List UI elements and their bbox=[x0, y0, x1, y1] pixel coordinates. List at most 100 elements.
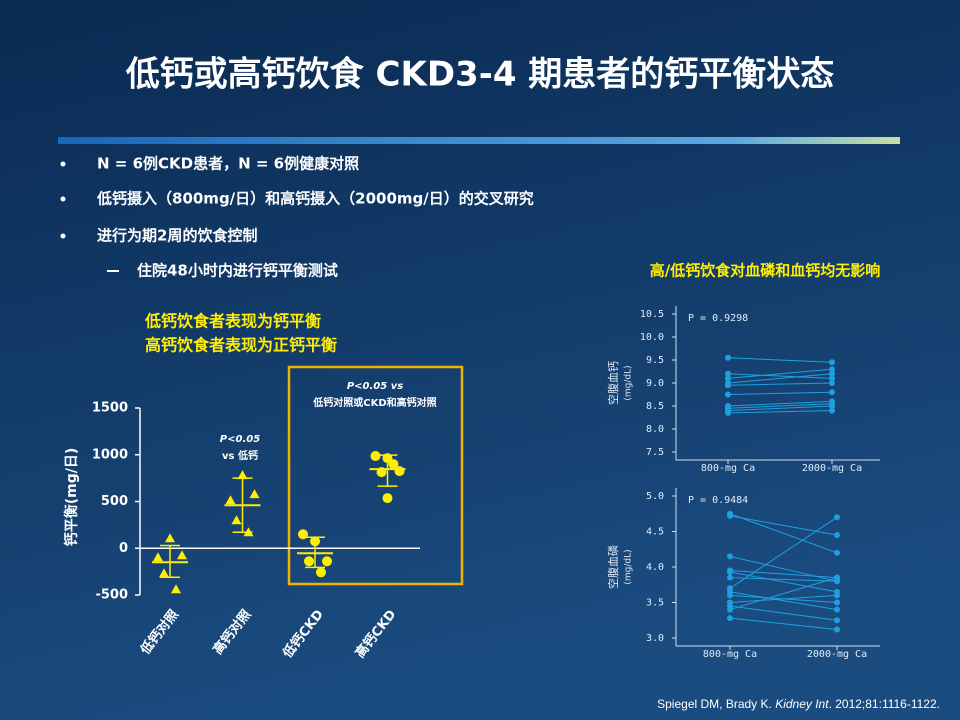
pair-line bbox=[727, 373, 833, 384]
data-point bbox=[727, 574, 733, 581]
data-point bbox=[322, 556, 332, 567]
data-point bbox=[829, 380, 835, 386]
y-tick-label: 3.5 bbox=[646, 598, 664, 609]
data-point bbox=[829, 366, 835, 373]
citation-part: Kidney Int bbox=[775, 697, 829, 711]
y-tick-label: -500 bbox=[95, 588, 128, 603]
bullet: N = 6例CKD患者，N = 6例健康对照 bbox=[97, 155, 359, 173]
y-tick-label: 1000 bbox=[92, 447, 128, 462]
data-point bbox=[834, 606, 840, 613]
data-point bbox=[725, 409, 731, 416]
data-point bbox=[725, 354, 731, 361]
y-tick-label: 8.5 bbox=[646, 401, 664, 412]
citation: Spiegel DM, Brady K. Kidney Int. 2012;81… bbox=[657, 697, 940, 711]
pair-line bbox=[729, 571, 838, 593]
data-point bbox=[727, 592, 733, 599]
pair-line bbox=[727, 403, 833, 409]
annotation: vs 低钙 bbox=[222, 449, 258, 462]
pair-line bbox=[727, 382, 833, 386]
data-point bbox=[171, 584, 181, 594]
pair-line bbox=[729, 577, 838, 582]
chart-caption: 高钙饮食者表现为正钙平衡 bbox=[145, 336, 337, 355]
y-axis-label: 空腹血钙 bbox=[606, 361, 620, 405]
bullet: 进行为期2周的饮食控制 bbox=[97, 227, 257, 245]
pair-line bbox=[727, 373, 833, 379]
data-point bbox=[834, 617, 840, 624]
annotation: 低钙对照或CKD和高钙对照 bbox=[312, 396, 436, 409]
pair-line bbox=[727, 357, 833, 363]
data-point bbox=[382, 493, 393, 504]
x-tick-label: 800-mg Ca bbox=[703, 649, 757, 660]
x-tick-label: 800-mg Ca bbox=[701, 463, 755, 474]
title: 低钙或高钙饮食 CKD3-4 期患者的钙平衡状态 bbox=[126, 55, 835, 95]
y-axis-label: 空腹血磷 bbox=[606, 545, 620, 589]
data-point bbox=[165, 533, 175, 543]
highlight-box bbox=[287, 365, 464, 586]
data-point bbox=[829, 403, 835, 409]
pair-line bbox=[729, 605, 838, 621]
pair-line bbox=[727, 400, 833, 407]
y-tick-label: 7.5 bbox=[646, 447, 664, 458]
chart-caption: 低钙饮食者表现为钙平衡 bbox=[144, 312, 321, 331]
y-tick-label: 500 bbox=[101, 494, 128, 509]
y-tick-label: 9.0 bbox=[646, 378, 664, 389]
data-point bbox=[727, 606, 733, 613]
data-point bbox=[388, 459, 399, 470]
data-point bbox=[159, 568, 169, 578]
pair-line bbox=[729, 570, 838, 579]
pair-line bbox=[729, 515, 838, 536]
bullet-dot bbox=[60, 196, 66, 202]
pair-line bbox=[727, 391, 833, 395]
y-axis-label: (mg/dL) bbox=[624, 549, 634, 584]
data-point bbox=[829, 359, 835, 366]
data-point bbox=[727, 615, 733, 622]
data-point bbox=[834, 574, 840, 581]
annotation: P<0.05 vs bbox=[347, 381, 403, 392]
data-point bbox=[727, 568, 733, 575]
data-point bbox=[231, 515, 242, 525]
data-point bbox=[834, 514, 840, 521]
data-point bbox=[725, 370, 731, 377]
data-point bbox=[249, 489, 260, 499]
y-tick-label: 8.0 bbox=[646, 424, 664, 435]
x-tick-label: 2000-mg Ca bbox=[802, 463, 862, 474]
y-tick-label: 5.0 bbox=[646, 491, 664, 502]
y-tick-label: 0 bbox=[119, 541, 128, 556]
y-tick-label: 10.5 bbox=[640, 309, 664, 320]
data-point bbox=[725, 382, 731, 389]
annotation: P = 0.9484 bbox=[688, 495, 748, 506]
y-tick-label: 10.0 bbox=[640, 332, 664, 343]
y-tick-label: 9.5 bbox=[646, 355, 664, 366]
bullet: 低钙摄入（800mg/日）和高钙摄入（2000mg/日）的交叉研究 bbox=[96, 190, 534, 208]
data-point bbox=[225, 495, 236, 505]
annotation: P<0.05 bbox=[220, 434, 260, 445]
data-point bbox=[304, 556, 314, 567]
data-point bbox=[829, 370, 835, 377]
data-point bbox=[829, 407, 835, 414]
y-axis-label: 钙平衡(mg/日) bbox=[63, 448, 80, 547]
data-point bbox=[834, 532, 840, 539]
pair-line bbox=[729, 617, 838, 630]
pair-line bbox=[729, 591, 838, 611]
data-point bbox=[834, 626, 840, 633]
data-point bbox=[370, 451, 381, 462]
x-tick-label: 2000-mg Ca bbox=[807, 649, 867, 660]
pair-line bbox=[729, 594, 838, 603]
data-point bbox=[153, 552, 163, 562]
data-point bbox=[725, 391, 731, 398]
data-point bbox=[829, 375, 835, 382]
title-rule bbox=[58, 137, 900, 144]
pair-line bbox=[729, 555, 838, 582]
data-point bbox=[727, 553, 733, 560]
bullet-dot bbox=[60, 233, 66, 239]
data-point bbox=[834, 549, 840, 556]
data-point bbox=[237, 470, 248, 480]
sub-bullet: 住院48小时内进行钙平衡测试 bbox=[137, 262, 338, 280]
pair-line bbox=[729, 516, 838, 589]
pair-line bbox=[727, 410, 833, 414]
right-heading: 高/低钙饮食对血磷和血钙均无影响 bbox=[650, 262, 880, 280]
data-point bbox=[834, 599, 840, 606]
pair-line bbox=[729, 577, 838, 611]
